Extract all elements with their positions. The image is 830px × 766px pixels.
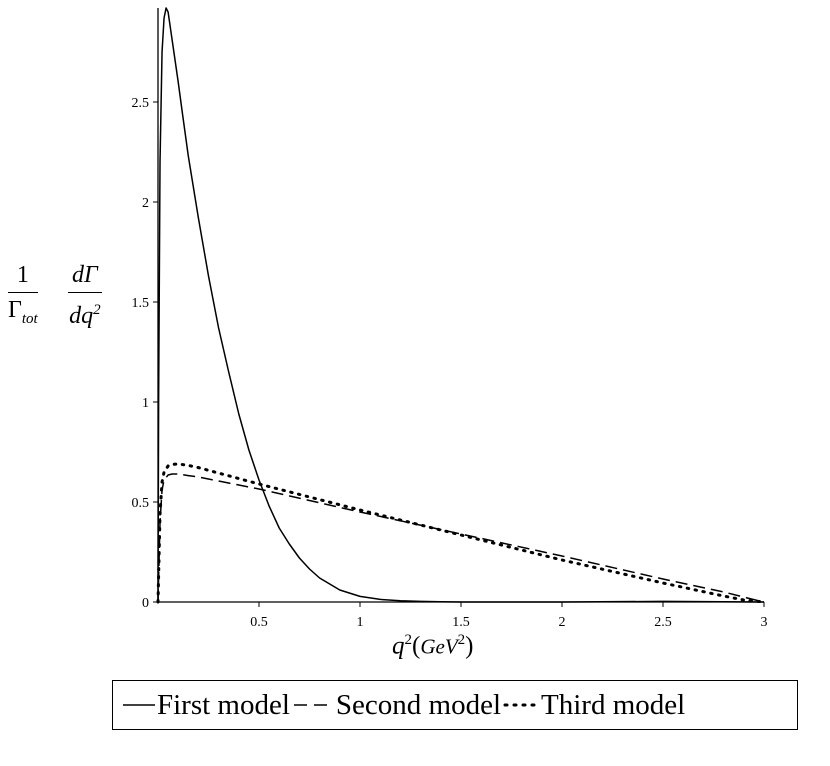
y-label-frac1-den: Γ [8,297,22,323]
legend-item-second-model: Second model [290,689,501,722]
x-tick-label: 2 [559,615,566,630]
y-tick-label: 1.5 [132,296,150,311]
x-label-close: ) [465,632,474,660]
x-tick-label: 2.5 [654,615,672,630]
legend-swatch-dotted [503,703,541,707]
x-tick-label: 3 [761,615,768,630]
x-label-var-sup: 2 [404,632,413,648]
series-line-first-model [157,7,765,603]
y-label-frac1-num: 1 [8,262,38,293]
y-label-frac1-den-sub: tot [21,310,38,327]
y-tick-label: 2 [142,196,149,211]
y-tick-label: 1 [142,396,149,411]
y-label-frac2-den-sup: 2 [93,302,101,318]
series-line-third-model [156,462,766,604]
x-label-unit-sup: 2 [457,632,466,648]
legend-label-first-model: First model [157,688,290,721]
y-tick-label: 0.5 [132,496,150,511]
x-tick-label: 1 [357,615,364,630]
x-axis-label: q2(GeV2) [392,632,473,660]
x-label-open: ( [412,632,421,660]
series-line-second-model [157,473,765,603]
x-tick-label: 1.5 [452,615,470,630]
y-tick-label: 0 [142,596,149,611]
legend-swatch-solid [123,704,155,706]
y-label-frac2-den: dq [69,303,94,329]
x-label-var: q [392,632,405,660]
y-tick-label: 2.5 [132,96,150,111]
legend-item-third-model: Third model [501,689,685,722]
y-axis-label: 1 Γtot dΓ dq2 [8,262,118,352]
legend: First model Second model Third model [112,680,798,730]
plot-area: 0.5 1 1.5 2 2.5 3 0 0.5 1 1.5 2 2.5 [132,7,768,630]
legend-label-third-model: Third model [541,688,686,721]
legend-item-first-model: First model [121,689,290,722]
y-label-frac2-num: dΓ [68,262,102,293]
x-label-unit: GeV [420,634,458,659]
legend-label-second-model: Second model [335,688,502,721]
x-tick-label: 0.5 [250,615,268,630]
legend-swatch-dashed [293,704,334,706]
